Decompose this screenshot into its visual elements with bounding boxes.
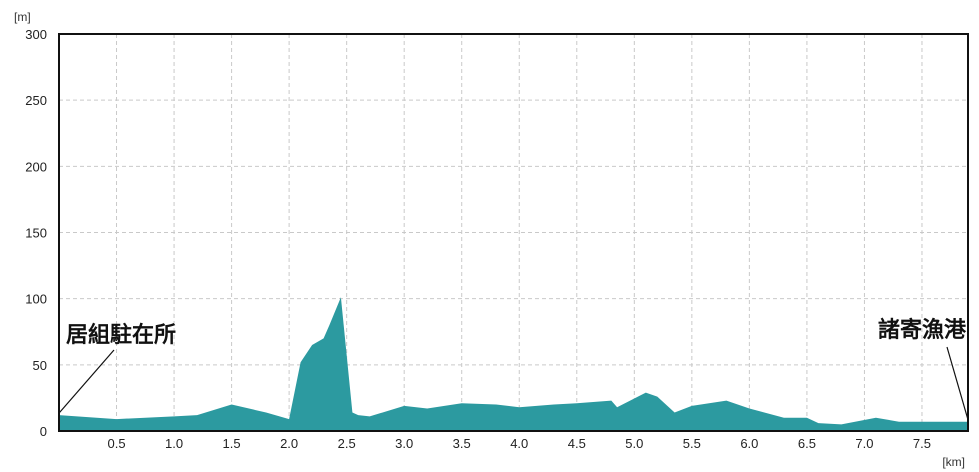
x-tick-label: 7.0 [855,436,873,451]
x-tick-label: 4.0 [510,436,528,451]
x-axis-unit-label: [km] [942,455,965,469]
x-axis-ticks: 0.5 1.0 1.5 2.0 2.5 3.0 3.5 4.0 4.5 5.0 5.5 6.0 6.5 7… [107,436,931,451]
y-tick-label: 50 [33,358,47,373]
y-tick-label: 300 [25,27,47,42]
x-tick-label: 1.5 [223,436,241,451]
x-tick-label: 5.5 [683,436,701,451]
end-point-label: 諸寄漁港 [878,317,967,342]
y-axis-ticks: 0 50 100 150 200 250 300 [25,27,47,439]
y-tick-label: 200 [25,159,47,174]
x-tick-label: 6.5 [798,436,816,451]
x-tick-label: 7.5 [913,436,931,451]
y-tick-label: 250 [25,93,47,108]
y-tick-label: 150 [25,226,47,241]
x-tick-label: 2.5 [338,436,356,451]
x-tick-label: 4.5 [568,436,586,451]
x-tick-label: 0.5 [107,436,125,451]
y-tick-label: 0 [40,424,47,439]
elevation-area [59,297,968,431]
x-tick-label: 2.0 [280,436,298,451]
start-annotation-leader [58,349,115,414]
x-tick-label: 1.0 [165,436,183,451]
x-tick-label: 5.0 [625,436,643,451]
x-tick-label: 6.0 [740,436,758,451]
x-tick-label: 3.5 [453,436,471,451]
y-tick-label: 100 [25,292,47,307]
plot-frame [58,33,969,432]
x-tick-label: 3.0 [395,436,413,451]
y-axis-unit-label: [m] [14,10,31,24]
grid-lines [59,34,968,431]
end-annotation-leader [946,346,969,420]
start-point-label: 居組駐在所 [66,322,176,347]
